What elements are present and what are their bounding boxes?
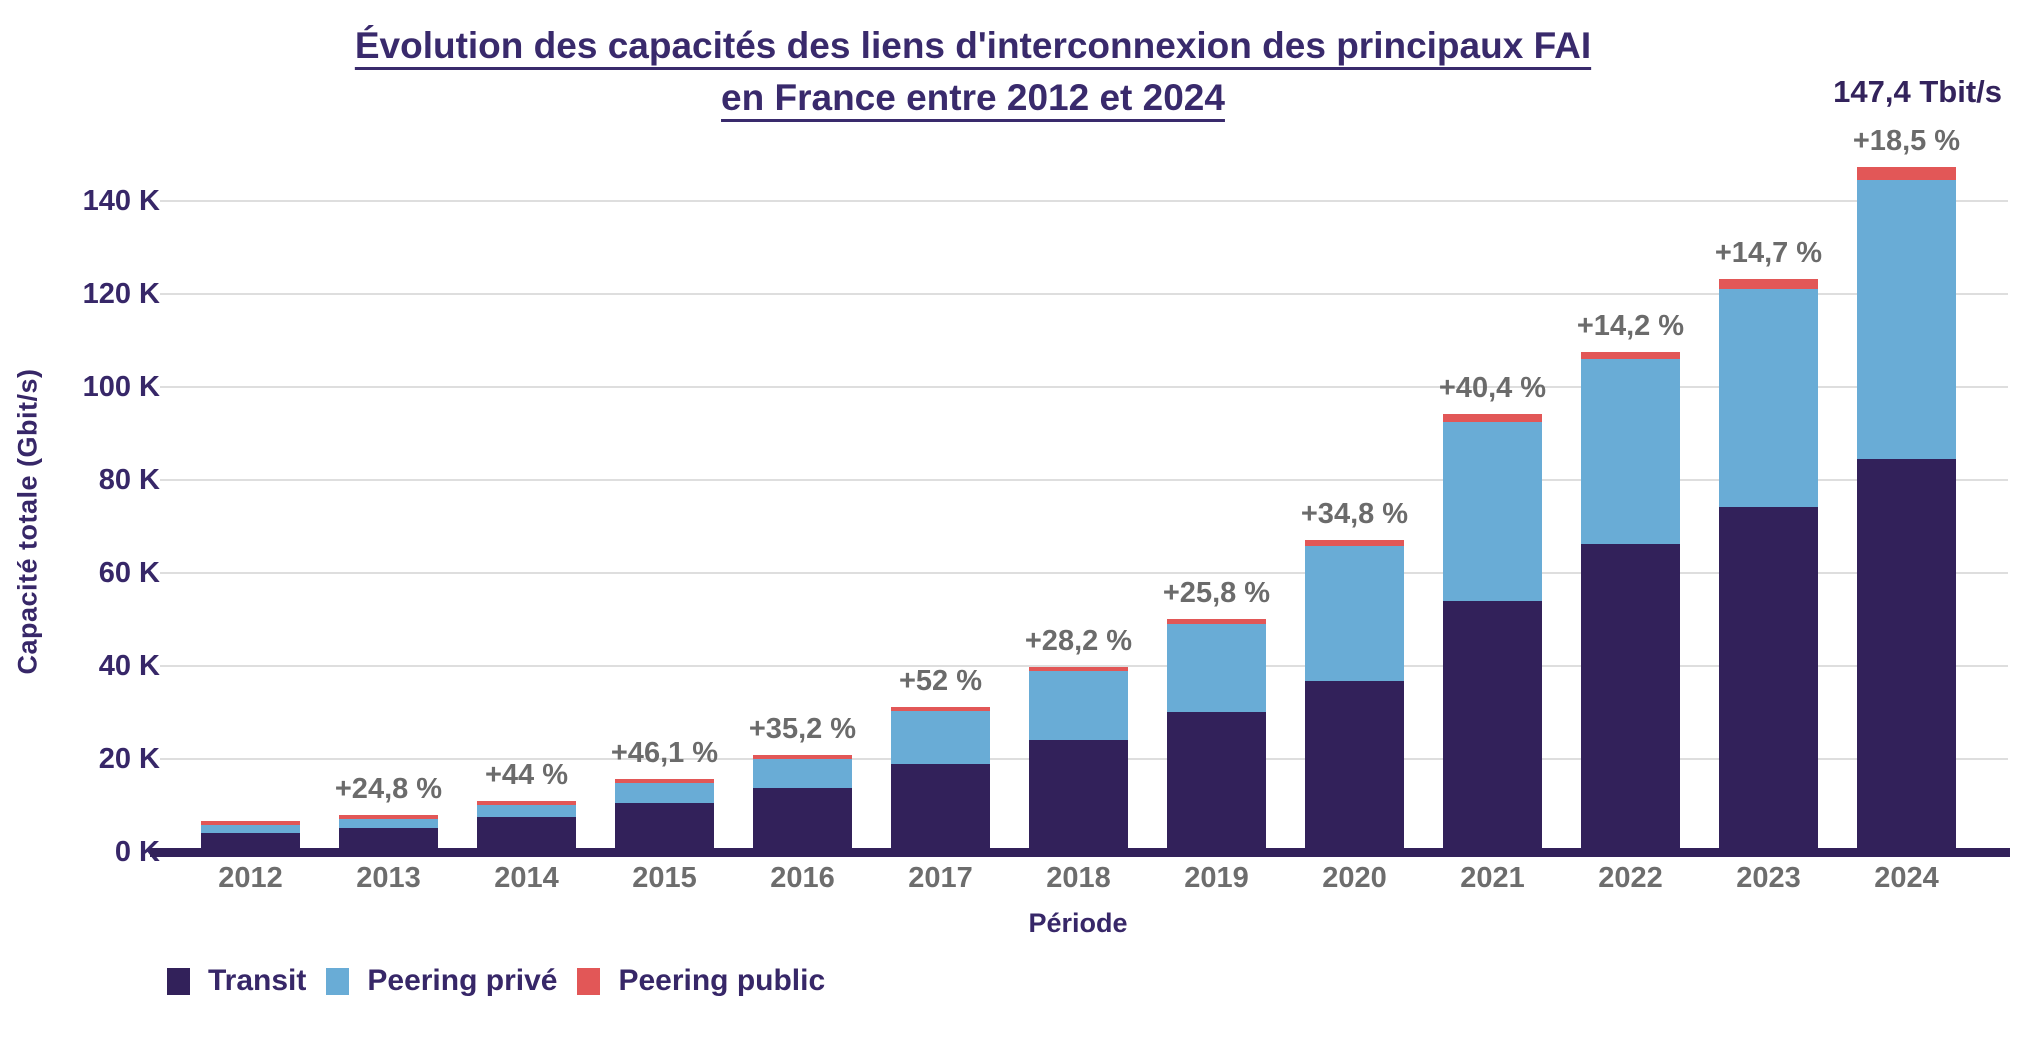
chart-title-line2: en France entre 2012 et 2024 [721, 77, 1225, 118]
gridline [160, 572, 2008, 574]
bar-segment [1305, 545, 1404, 681]
bar-segment [1167, 624, 1266, 712]
x-tick-label: 2023 [1736, 862, 1801, 894]
bar-segment [615, 802, 714, 852]
bar-segment [615, 778, 714, 784]
bar-segment [1443, 600, 1542, 852]
gridline [160, 386, 2008, 388]
x-tick-label: 2021 [1460, 862, 1525, 894]
x-tick-label: 2014 [494, 862, 559, 894]
x-tick-label: 2018 [1046, 862, 1111, 894]
x-tick-label: 2013 [356, 862, 421, 894]
bar-segment [1167, 711, 1266, 852]
bar-segment [1029, 671, 1128, 740]
y-tick-label: 60 K [98, 557, 160, 589]
bar-segment [1305, 680, 1404, 852]
legend-item-transit: Transit [167, 966, 306, 996]
legend: Transit Peering privé Peering public [167, 966, 825, 996]
bar-segment [477, 805, 576, 818]
growth-label: +24,8 % [334, 772, 443, 805]
bar-segment [1305, 539, 1404, 546]
bar-segment [1029, 739, 1128, 852]
y-tick-label: 120 K [82, 278, 160, 310]
x-axis-line [150, 848, 2010, 857]
y-tick-label: 40 K [98, 650, 160, 682]
gridline [160, 200, 2008, 202]
bar-segment [1443, 413, 1542, 423]
bar-segment [1857, 459, 1956, 852]
y-tick-label: 140 K [82, 185, 160, 217]
growth-label: +40,4 % [1438, 371, 1547, 404]
bar-segment [201, 825, 300, 833]
bar-segment [891, 711, 990, 765]
bar-segment [1581, 359, 1680, 545]
growth-label: +28,2 % [1024, 624, 1133, 657]
gridline [160, 293, 2008, 295]
chart-title-line1: Évolution des capacités des liens d'inte… [354, 25, 1592, 66]
bar-segment [477, 801, 576, 806]
growth-label: +25,8 % [1162, 577, 1271, 610]
bar-segment [1167, 619, 1266, 625]
x-tick-label: 2012 [218, 862, 283, 894]
bar-segment [1719, 288, 1818, 508]
peak-total-annotation: 147,4 Tbit/s [1833, 74, 2002, 109]
bar-segment [615, 783, 714, 803]
x-tick-label: 2020 [1322, 862, 1387, 894]
x-tick-label: 2016 [770, 862, 835, 894]
bar-segment [753, 755, 852, 760]
bar-segment [339, 827, 438, 852]
bar-segment [891, 706, 990, 712]
y-tick-label: 20 K [98, 743, 160, 775]
bar-segment [1581, 544, 1680, 852]
legend-label-peering-public: Peering public [618, 964, 826, 997]
x-tick-label: 2017 [908, 862, 973, 894]
growth-label: +35,2 % [748, 713, 857, 746]
bar-segment [201, 832, 300, 852]
y-tick-label: 100 K [82, 371, 160, 403]
peering-prive-swatch-icon [326, 967, 350, 995]
bar-segment [477, 817, 576, 852]
growth-label: +52 % [898, 664, 983, 697]
bar-segment [1029, 666, 1128, 672]
bar-segment [1719, 507, 1818, 852]
legend-item-peering-prive: Peering privé [326, 966, 557, 996]
peering-public-swatch-icon [577, 967, 601, 995]
bar-segment [1581, 351, 1680, 360]
x-tick-label: 2019 [1184, 862, 1249, 894]
legend-label-peering-prive: Peering privé [367, 964, 558, 997]
y-axis-title: Capacité totale (Gbit/s) [12, 368, 43, 675]
bar-segment [1719, 278, 1818, 289]
bar-segment [201, 820, 300, 826]
transit-swatch-icon [167, 967, 190, 995]
bar-segment [1443, 422, 1542, 601]
growth-label: +34,8 % [1300, 497, 1409, 530]
gridline [160, 479, 2008, 481]
bar-segment [1857, 166, 1956, 181]
x-tick-label: 2015 [632, 862, 697, 894]
x-tick-label: 2024 [1874, 862, 1939, 894]
x-axis-title: Période [1028, 908, 1128, 938]
bar-segment [753, 788, 852, 852]
y-tick-label: 0 K [114, 836, 160, 868]
chart-title: Évolution des capacités des liens d'inte… [173, 20, 1773, 124]
bar-segment [339, 814, 438, 819]
growth-label: +18,5 % [1852, 124, 1961, 157]
bar-segment [753, 759, 852, 789]
growth-label: +14,7 % [1714, 236, 1823, 269]
growth-label: +44 % [484, 759, 569, 792]
gridline [160, 665, 2008, 667]
bar-segment [891, 764, 990, 852]
bar-segment [1857, 180, 1956, 460]
legend-item-peering-public: Peering public [577, 966, 825, 996]
bar-segment [339, 818, 438, 828]
growth-label: +14,2 % [1576, 309, 1685, 342]
legend-label-transit: Transit [208, 964, 307, 997]
growth-label: +46,1 % [610, 736, 719, 769]
x-tick-label: 2022 [1598, 862, 1663, 894]
y-tick-label: 80 K [98, 464, 160, 496]
